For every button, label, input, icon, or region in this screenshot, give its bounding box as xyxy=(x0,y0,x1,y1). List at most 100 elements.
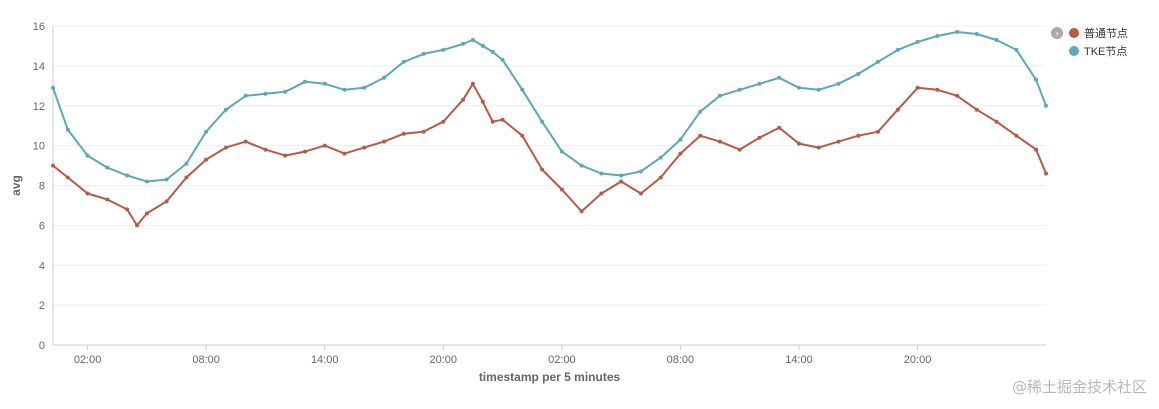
series-2-point-52[interactable] xyxy=(1034,77,1039,82)
series-1-point-41[interactable] xyxy=(797,141,801,146)
series-1-point-44[interactable] xyxy=(856,133,861,138)
series-2-point-5[interactable] xyxy=(144,179,149,184)
series-1-point-15[interactable] xyxy=(322,143,327,148)
series-2-point-1[interactable] xyxy=(65,127,70,132)
series-1-point-52[interactable] xyxy=(1014,133,1019,138)
series-2-point-20[interactable] xyxy=(441,47,446,52)
series-2-point-48[interactable] xyxy=(955,30,960,34)
series-1-point-29[interactable] xyxy=(559,187,564,192)
series-1-point-20[interactable] xyxy=(421,129,426,134)
series-1-point-0[interactable] xyxy=(51,163,55,168)
series-1-point-2[interactable] xyxy=(85,191,90,196)
series-1-point-24[interactable] xyxy=(480,99,485,104)
series-2-point-37[interactable] xyxy=(737,87,742,92)
series-2-point-22[interactable] xyxy=(470,38,475,42)
series-1-point-3[interactable] xyxy=(105,197,110,202)
series-1-point-49[interactable] xyxy=(955,93,960,98)
series-1-point-22[interactable] xyxy=(461,97,465,102)
series-1-point-5[interactable] xyxy=(135,223,139,228)
series-2-point-36[interactable] xyxy=(717,93,722,98)
series-2-point-44[interactable] xyxy=(876,59,880,64)
series-2-point-29[interactable] xyxy=(579,163,584,168)
series-1-point-34[interactable] xyxy=(658,175,663,180)
series-1-point-40[interactable] xyxy=(777,125,782,130)
series-2-point-34[interactable] xyxy=(678,137,683,142)
series-2-point-6[interactable] xyxy=(164,177,169,182)
series-1-point-13[interactable] xyxy=(283,153,288,158)
series-1-point-42[interactable] xyxy=(816,145,821,150)
series-1-point-9[interactable] xyxy=(204,157,209,162)
series-1-point-27[interactable] xyxy=(520,133,525,138)
series-1-point-4[interactable] xyxy=(125,207,130,212)
series-1-point-53[interactable] xyxy=(1034,147,1039,152)
series-2-point-9[interactable] xyxy=(223,107,228,112)
series-2-point-42[interactable] xyxy=(836,81,841,86)
legend-toggle-icon[interactable]: › xyxy=(1051,27,1063,39)
series-2-point-31[interactable] xyxy=(619,173,624,178)
series-2-point-45[interactable] xyxy=(895,47,900,52)
series-1-point-46[interactable] xyxy=(895,107,900,112)
series-2-point-28[interactable] xyxy=(559,149,564,154)
series-2-point-7[interactable] xyxy=(184,161,189,166)
series-2-point-16[interactable] xyxy=(362,85,367,90)
series-1-point-23[interactable] xyxy=(470,81,475,86)
series-1-point-47[interactable] xyxy=(915,85,920,90)
series-1-point-39[interactable] xyxy=(757,135,762,140)
series-2-point-25[interactable] xyxy=(500,57,505,62)
series-2-point-11[interactable] xyxy=(263,91,268,96)
series-2-point-40[interactable] xyxy=(797,85,801,90)
series-2-point-0[interactable] xyxy=(51,85,55,90)
series-2-point-27[interactable] xyxy=(540,119,545,124)
series-1-point-45[interactable] xyxy=(876,129,880,134)
series-2-point-32[interactable] xyxy=(638,169,643,174)
series-2-point-23[interactable] xyxy=(480,43,485,48)
series-1-point-6[interactable] xyxy=(144,211,149,216)
series-2-point-39[interactable] xyxy=(777,75,782,80)
series-1-point-21[interactable] xyxy=(441,119,446,124)
series-2-point-51[interactable] xyxy=(1014,47,1019,52)
series-2-point-3[interactable] xyxy=(105,165,110,170)
series-2-point-46[interactable] xyxy=(915,39,920,44)
legend-item-series2[interactable]: TKE节点 xyxy=(1052,42,1128,60)
series-1-point-54[interactable] xyxy=(1044,171,1048,176)
series-1-point-38[interactable] xyxy=(737,147,742,152)
series-1-point-17[interactable] xyxy=(362,145,367,150)
series-2-point-13[interactable] xyxy=(303,79,307,84)
series-2-point-8[interactable] xyxy=(204,129,209,134)
series-2-point-35[interactable] xyxy=(698,109,703,114)
series-2-point-14[interactable] xyxy=(322,81,327,86)
series-1-point-30[interactable] xyxy=(579,209,584,214)
series-1-point-7[interactable] xyxy=(164,199,169,204)
series-2-point-4[interactable] xyxy=(125,173,130,178)
series-2-point-43[interactable] xyxy=(856,71,861,76)
series-2-point-15[interactable] xyxy=(342,87,347,92)
series-1-point-1[interactable] xyxy=(65,175,70,180)
series-1-point-48[interactable] xyxy=(935,87,940,92)
series-2-point-47[interactable] xyxy=(935,34,940,38)
series-1-point-10[interactable] xyxy=(223,145,228,150)
series-2-point-30[interactable] xyxy=(599,171,604,176)
series-1-point-25[interactable] xyxy=(490,119,495,124)
series-1-point-28[interactable] xyxy=(540,167,545,172)
series-1-point-26[interactable] xyxy=(500,117,505,122)
series-1-point-50[interactable] xyxy=(974,107,979,112)
series-2-point-38[interactable] xyxy=(757,81,762,86)
series-2-point-18[interactable] xyxy=(401,59,406,64)
series-1-point-19[interactable] xyxy=(401,131,406,136)
series-1-point-43[interactable] xyxy=(836,139,841,144)
series-2-point-53[interactable] xyxy=(1044,103,1048,108)
series-2-point-50[interactable] xyxy=(994,38,999,42)
series-1-point-8[interactable] xyxy=(184,175,189,180)
series-2-point-24[interactable] xyxy=(490,49,495,54)
series-1-point-12[interactable] xyxy=(263,147,268,152)
series-1-point-32[interactable] xyxy=(619,179,624,184)
series-1-point-35[interactable] xyxy=(678,151,683,156)
series-2-point-33[interactable] xyxy=(658,155,663,160)
series-2-point-12[interactable] xyxy=(283,89,288,94)
series-1-point-37[interactable] xyxy=(717,139,722,144)
series-1-point-16[interactable] xyxy=(342,151,347,156)
series-2-point-10[interactable] xyxy=(243,93,248,98)
series-1-point-33[interactable] xyxy=(638,191,643,196)
series-1-point-18[interactable] xyxy=(382,139,386,144)
series-2-point-17[interactable] xyxy=(382,75,386,80)
